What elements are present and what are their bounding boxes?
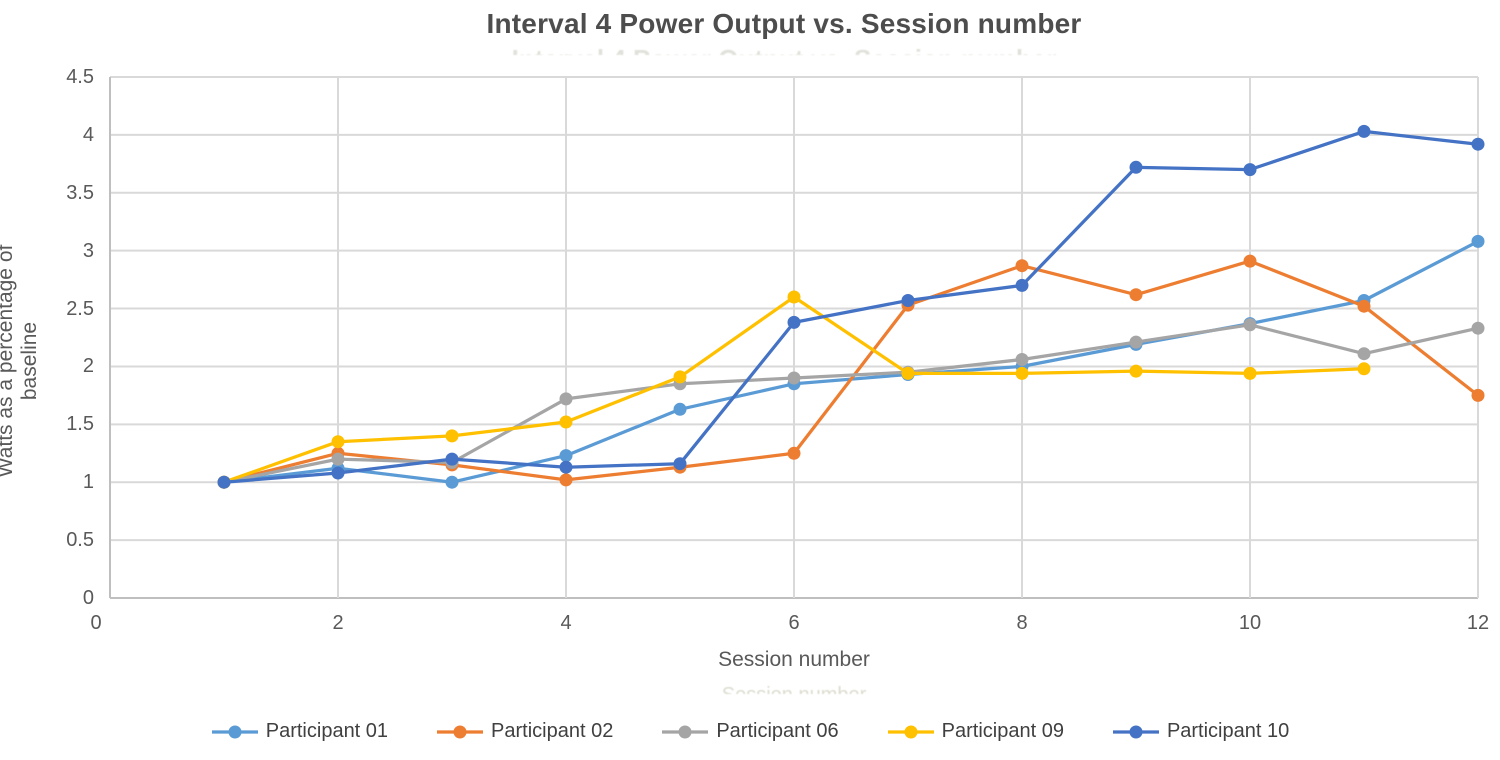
legend-marker-icon bbox=[1112, 725, 1159, 738]
data-point-participant-10-session-9 bbox=[1129, 160, 1143, 174]
data-point-participant-06-session-11 bbox=[1357, 347, 1371, 361]
data-point-participant-10-session-11 bbox=[1357, 124, 1371, 138]
legend-item-participant-02: Participant 02 bbox=[436, 720, 613, 743]
data-point-participant-10-session-3 bbox=[445, 452, 459, 466]
legend-dot bbox=[228, 725, 242, 738]
y-tick-label: 1 bbox=[82, 471, 94, 494]
legend-item-participant-09: Participant 09 bbox=[887, 720, 1064, 743]
plot-area bbox=[109, 76, 1485, 599]
data-point-participant-09-session-9 bbox=[1129, 364, 1143, 378]
data-point-participant-01-session-4 bbox=[559, 449, 573, 463]
data-point-participant-06-session-9 bbox=[1129, 335, 1143, 349]
series-participant-01 bbox=[217, 234, 1485, 489]
legend-dot bbox=[904, 725, 918, 738]
chart-title: Interval 4 Power Output vs. Session numb… bbox=[486, 8, 1082, 39]
legend-marker-icon bbox=[437, 725, 484, 738]
y-tick-label: 2.5 bbox=[66, 297, 94, 320]
data-point-participant-10-session-10 bbox=[1243, 163, 1257, 177]
data-point-participant-06-session-12 bbox=[1471, 321, 1485, 335]
x-tick-label: 8 bbox=[1016, 612, 1028, 634]
y-tick-label: 3 bbox=[82, 239, 94, 262]
data-point-participant-02-session-11 bbox=[1357, 299, 1371, 313]
data-point-participant-09-session-4 bbox=[559, 415, 573, 429]
series-line-participant-10 bbox=[222, 129, 1480, 484]
data-point-participant-02-session-4 bbox=[559, 473, 573, 487]
legend-label: Participant 01 bbox=[265, 720, 389, 742]
data-point-participant-09-session-10 bbox=[1243, 366, 1257, 380]
data-point-participant-09-session-11 bbox=[1357, 362, 1371, 376]
data-point-participant-10-session-2 bbox=[331, 466, 345, 480]
data-point-participant-10-session-7 bbox=[901, 294, 915, 307]
title-ghost-artifact: Interval 4 Power Output vs. Session numb… bbox=[90, 44, 1478, 55]
data-point-participant-06-session-6 bbox=[787, 371, 801, 385]
y-tick-label: 1.5 bbox=[66, 413, 94, 436]
data-point-participant-02-session-8 bbox=[1015, 259, 1029, 273]
x-axis-title: Session number bbox=[718, 648, 870, 671]
data-point-participant-09-session-2 bbox=[331, 435, 345, 449]
x-tick-label: 10 bbox=[1238, 612, 1262, 634]
data-point-participant-01-session-12 bbox=[1471, 234, 1485, 248]
x-tick-label: 12 bbox=[1466, 612, 1490, 634]
y-axis-title: Watts as a percentage of baseline bbox=[0, 244, 41, 478]
legend-dot bbox=[1129, 725, 1143, 738]
x-tick-label: 0 bbox=[90, 612, 102, 634]
data-point-participant-09-session-8 bbox=[1015, 366, 1029, 380]
data-point-participant-09-session-6 bbox=[787, 290, 801, 304]
legend-label: Participant 09 bbox=[941, 720, 1064, 742]
legend-label: Participant 10 bbox=[1166, 720, 1290, 742]
legend-marker-icon bbox=[211, 725, 258, 738]
legend-label: Participant 02 bbox=[491, 720, 614, 742]
legend-item-participant-06: Participant 06 bbox=[661, 720, 839, 743]
data-point-participant-09-session-5 bbox=[673, 370, 687, 384]
data-point-participant-06-session-10 bbox=[1243, 318, 1257, 332]
legend-dot bbox=[453, 725, 467, 738]
data-point-participant-02-session-9 bbox=[1129, 288, 1143, 302]
data-point-participant-02-session-10 bbox=[1243, 254, 1257, 268]
data-point-participant-02-session-6 bbox=[787, 446, 801, 460]
gridlines bbox=[109, 76, 1479, 599]
legend-marker-icon bbox=[662, 725, 709, 738]
data-point-participant-10-session-1 bbox=[217, 475, 231, 489]
data-point-participant-09-session-3 bbox=[445, 429, 459, 443]
chart-legend: Participant 01 Participant 02 Participant … bbox=[0, 720, 1500, 743]
data-point-participant-09-session-7 bbox=[901, 366, 915, 380]
x-tick-label: 4 bbox=[560, 612, 572, 634]
legend-marker-icon bbox=[887, 725, 934, 738]
x-tick-label: 6 bbox=[788, 612, 800, 634]
y-tick-label: 0.5 bbox=[66, 529, 94, 552]
legend-item-participant-10: Participant 10 bbox=[1112, 720, 1289, 743]
data-point-participant-10-session-8 bbox=[1015, 278, 1029, 292]
series-participant-10 bbox=[217, 124, 1485, 489]
series-line-participant-06 bbox=[222, 323, 1480, 484]
data-point-participant-06-session-4 bbox=[559, 392, 573, 406]
legend-dot bbox=[678, 725, 692, 738]
data-point-participant-10-session-4 bbox=[559, 460, 573, 474]
data-point-participant-06-session-2 bbox=[331, 452, 345, 466]
data-point-participant-06-session-8 bbox=[1015, 353, 1029, 366]
data-point-participant-01-session-5 bbox=[673, 402, 687, 416]
y-tick-label: 0 bbox=[82, 587, 94, 609]
x-axis-title-ghost-artifact: Session number bbox=[110, 684, 1478, 694]
data-point-participant-10-session-12 bbox=[1471, 137, 1485, 151]
data-point-participant-10-session-5 bbox=[673, 457, 687, 471]
y-tick-label: 3.5 bbox=[66, 181, 94, 204]
x-tick-label: 2 bbox=[332, 612, 344, 634]
data-point-participant-10-session-6 bbox=[787, 315, 801, 329]
y-tick-label: 4.5 bbox=[66, 66, 94, 88]
data-point-participant-01-session-3 bbox=[445, 475, 459, 489]
data-point-participant-02-session-12 bbox=[1471, 388, 1485, 402]
y-tick-label: 2 bbox=[82, 355, 94, 378]
legend-item-participant-01: Participant 01 bbox=[211, 720, 388, 743]
y-tick-label: 4 bbox=[82, 123, 94, 146]
legend-label: Participant 06 bbox=[716, 720, 839, 742]
